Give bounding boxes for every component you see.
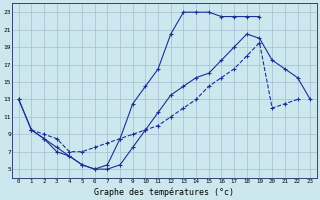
X-axis label: Graphe des températures (°c): Graphe des températures (°c) (94, 187, 235, 197)
